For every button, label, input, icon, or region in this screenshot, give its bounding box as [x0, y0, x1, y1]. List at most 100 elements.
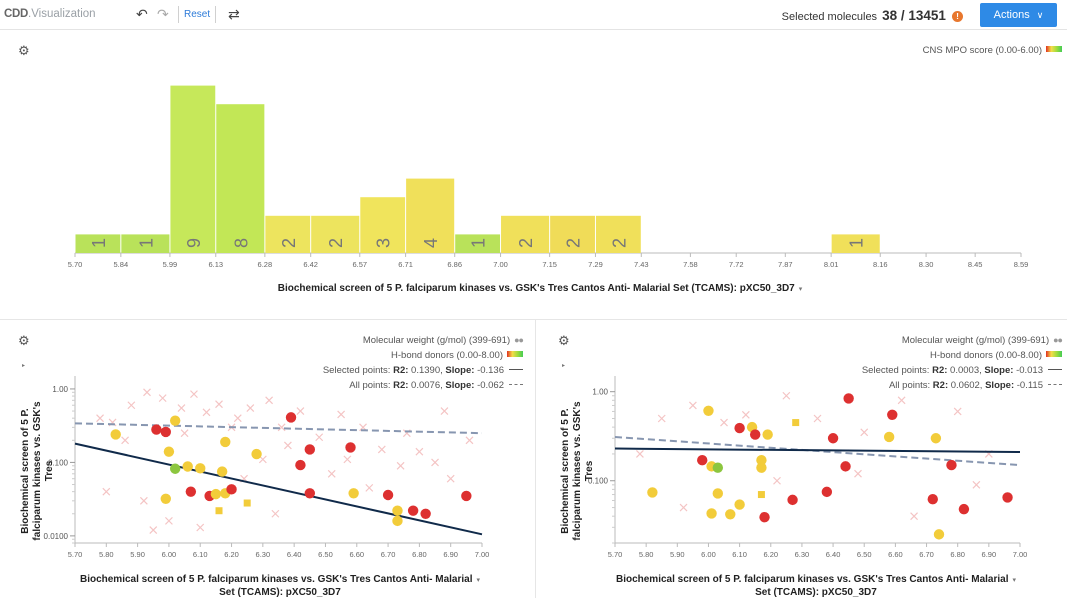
selected-fit-legend[interactable]: Selected points: R2: 0.0003, Slope: -0.0…	[862, 365, 1062, 376]
x-tick-label: 8.16	[873, 260, 888, 269]
size-dots-icon: ●●	[1053, 335, 1063, 345]
selected-point	[757, 491, 765, 499]
bar-count-label: 2	[516, 238, 536, 248]
x-tick-label: 7.15	[542, 260, 557, 269]
selected-point	[243, 499, 251, 507]
selected-point	[295, 459, 306, 471]
unselected-point	[377, 445, 386, 454]
selected-point	[647, 487, 658, 498]
actions-button[interactable]: Actions ∨	[980, 3, 1057, 27]
histogram-x-axis-title[interactable]: Biochemical screen of 5 P. falciparum ki…	[277, 283, 803, 294]
unselected-point	[246, 404, 255, 412]
x-tick-label: 6.60	[349, 550, 364, 559]
selected-point	[160, 493, 171, 504]
selected-point	[407, 505, 419, 516]
selected-point	[420, 508, 431, 519]
unselected-point	[782, 391, 791, 400]
undo-icon[interactable]: ↶	[136, 6, 148, 22]
selected-point	[827, 433, 839, 444]
caret-down-icon: ▾	[476, 577, 481, 584]
unselected-point	[96, 414, 104, 423]
x-tick-label: 7.00	[475, 550, 490, 559]
x-tick-label: 6.90	[982, 550, 997, 559]
warning-icon[interactable]: !	[952, 11, 963, 22]
x-tick-label: 5.80	[639, 550, 654, 559]
histogram-bar	[311, 215, 360, 253]
y-tick-label: 0.100	[48, 458, 69, 467]
x-tick-label: 6.50	[318, 550, 333, 559]
selected-point	[756, 455, 767, 466]
unselected-point	[180, 429, 189, 438]
x-tick-label: 6.42	[303, 260, 318, 269]
swap-icon[interactable]: ⇄	[228, 6, 240, 22]
gear-icon[interactable]: ⚙	[18, 43, 30, 58]
x-axis-title[interactable]: Biochemical screen of 5 P. falciparum ki…	[79, 574, 481, 598]
color-legend[interactable]: H-bond donors (0.00-8.00)	[391, 350, 523, 361]
histogram-bar	[455, 234, 501, 253]
reset-button[interactable]: Reset	[184, 9, 211, 20]
gear-icon[interactable]: ⚙	[18, 333, 30, 348]
unselected-point	[265, 396, 274, 405]
unselected-point	[657, 414, 666, 423]
expand-caret-icon[interactable]: ▸	[22, 363, 26, 369]
selected-fit-legend[interactable]: Selected points: R2: 0.1390, Slope: -0.1…	[323, 365, 523, 376]
scatter-chart-right[interactable]: 1.00 0.100 5.70 5.80 5.90 6.00 6.10 6.20 6.30 6.4…	[536, 321, 1067, 566]
selected-point	[712, 462, 724, 473]
selected-point	[304, 444, 316, 455]
selected-point	[697, 455, 708, 466]
gear-icon[interactable]: ⚙	[558, 333, 570, 348]
histogram-chart[interactable]: 1 1 9 8 2 2 3 4 1 2 2 2 1 5.70 5.84 5.99 6.13 6.28 6.42 6.5…	[0, 31, 1067, 281]
y-tick-label: 1.00	[52, 385, 68, 394]
unselected-point	[277, 423, 286, 432]
all-fit-legend[interactable]: All points: R2: 0.0076, Slope: -0.062	[349, 380, 523, 391]
unselected-point	[158, 394, 167, 403]
caret-down-icon: ▾	[798, 286, 803, 293]
histogram-bar	[406, 178, 455, 253]
y-axis-title[interactable]: Biochemical screen of 5 P. falciparum kin…	[20, 401, 55, 541]
histogram-bar	[75, 234, 121, 253]
selected-point	[392, 515, 403, 527]
histogram-bar	[265, 215, 311, 253]
bar-count-label: 1	[469, 238, 489, 248]
x-tick-label: 6.60	[888, 550, 903, 559]
size-legend[interactable]: Molecular weight (g/mol) (399-691) ●●	[362, 335, 524, 346]
y-axis-title[interactable]: Biochemical screen of 5 P. falciparum kin…	[560, 401, 595, 541]
size-legend[interactable]: Molecular weight (g/mol) (399-691) ●●	[901, 335, 1063, 346]
scatter-chart-left[interactable]: 1.00 0.100 0.0100 5.70 5.80 5.90 6.00 6.10 6.20 6…	[0, 321, 535, 566]
selected-point	[461, 490, 472, 502]
selected-point	[734, 499, 745, 510]
x-tick-label: 6.86	[447, 260, 462, 269]
unselected-point	[215, 400, 223, 409]
x-tick-label: 8.59	[1014, 260, 1029, 269]
unselected-point	[164, 516, 173, 525]
selected-point	[220, 436, 231, 448]
color-gradient-icon	[1046, 46, 1062, 52]
x-axis-title[interactable]: Biochemical screen of 5 P. falciparum ki…	[615, 574, 1017, 598]
dashed-line-icon	[509, 384, 523, 385]
redo-icon[interactable]: ↷	[157, 6, 169, 22]
bar-count-label: 1	[136, 238, 156, 248]
x-tick-label: 6.20	[763, 550, 778, 559]
histogram-color-legend[interactable]: CNS MPO score (0.00-6.00)	[923, 45, 1062, 56]
histogram-bar	[831, 234, 880, 253]
x-tick-label: 6.71	[398, 260, 413, 269]
x-tick-label: 6.70	[919, 550, 934, 559]
selected-point	[185, 486, 197, 497]
caret-down-icon: ▾	[1012, 577, 1017, 584]
histogram-panel: ⚙ CNS MPO score (0.00-6.00) 1 1 9 8 2 2 3 4 1 2 2 2…	[0, 31, 1067, 319]
unselected-point	[679, 503, 688, 512]
selected-point	[382, 489, 394, 501]
unselected-point	[365, 483, 374, 492]
color-legend[interactable]: H-bond donors (0.00-8.00)	[930, 350, 1062, 361]
bar-count-label: 1	[89, 238, 109, 248]
x-tick-label: 5.90	[670, 550, 685, 559]
all-fit-legend[interactable]: All points: R2: 0.0602, Slope: -0.115	[889, 380, 1062, 391]
unselected-point	[202, 408, 211, 417]
selected-point	[210, 488, 222, 500]
unselected-point	[233, 414, 242, 423]
selected-point	[706, 508, 717, 519]
unselected-point	[315, 433, 324, 442]
expand-caret-icon[interactable]: ▸	[562, 363, 566, 369]
selected-point	[169, 463, 181, 474]
unselected-point	[720, 418, 728, 427]
